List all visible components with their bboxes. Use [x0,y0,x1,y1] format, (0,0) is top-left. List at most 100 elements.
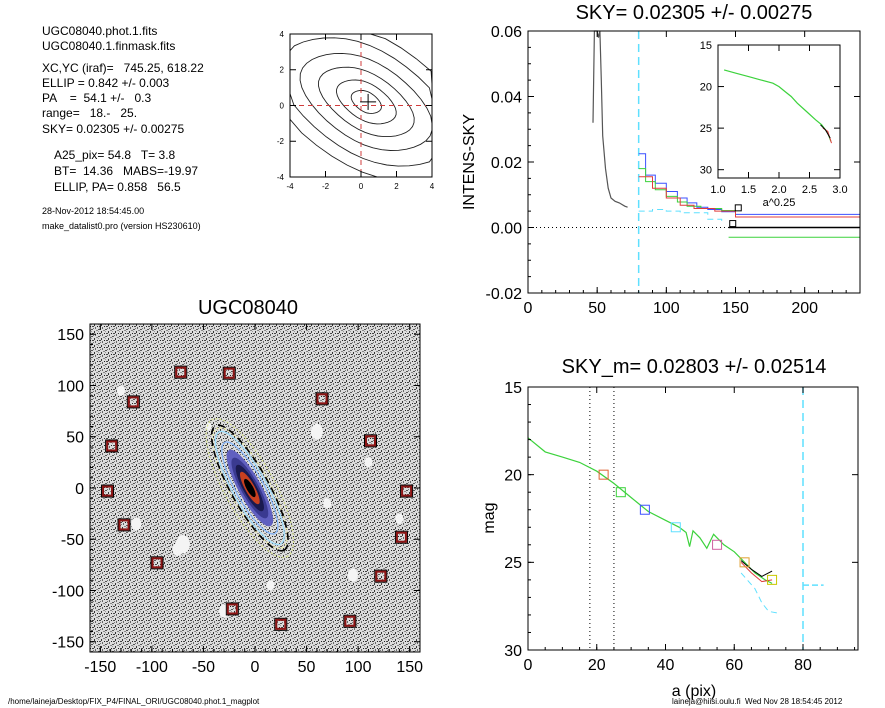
sky-box-outer [315,392,329,406]
sky-ytick-label: 0.04 [491,89,522,106]
mag-marker [767,574,778,585]
sky-box [175,366,187,378]
contour-level [299,52,433,151]
contour-xtick-label: 0 [359,182,364,191]
masked-object [347,568,358,582]
isophote [221,441,279,535]
sky-box [226,603,238,615]
sky-marker [734,204,742,212]
sky-box [401,485,413,497]
mag-xtick-label: 20 [588,657,606,674]
mag-frame [527,386,859,651]
sky-series-cyan [638,209,723,221]
image-ytick-label: 0 [75,481,84,498]
sky-xtick-label: 100 [653,300,680,317]
image-ytick-label: 50 [66,430,84,447]
sky-box-outer [105,439,119,453]
contour-xtick-label: -2 [322,182,330,191]
program-version: make_datalist0.pro (version HS230610) [42,221,201,231]
sky-title: SKY= 0.02305 +/- 0.00275 [576,2,813,24]
sky-box [151,557,163,569]
image-title: UGC08040 [198,297,298,319]
contour-xtick-label: -4 [286,182,294,191]
image-ytick-label: -100 [52,583,84,600]
mag-xtick-label: 0 [524,657,533,674]
sky-xtick-label: 150 [722,300,749,317]
image-field [90,324,420,652]
sky-box [223,367,235,379]
sky-box-outer [174,365,188,379]
user-and-date: laineja@hiisi.oulu.fi Wed Nov 28 18:54:4… [672,697,843,706]
masked-object [364,457,373,468]
image-ytick-label: -50 [61,532,84,549]
mag-ytick-label: 25 [504,555,522,572]
timestamp: 28-Nov-2012 18:54:45.00 [42,206,145,216]
sky-box [127,396,139,408]
contour-level [318,66,415,138]
masked-object [310,423,323,440]
inset-xtick-label: 2.5 [802,184,817,196]
sky-box [375,570,387,582]
sky-ytick-label: -0.02 [486,286,523,303]
contour-ytick-label: -2 [277,137,285,146]
masked-object [116,385,125,396]
mag-title: SKY_m= 0.02803 +/- 0.02514 [562,356,827,378]
image-xtick-label: -100 [136,659,168,676]
inset-ytick-label: 20 [700,82,712,94]
sky-box-outer [150,556,164,570]
sky-box [365,435,376,447]
inset-xtick-label: 1.5 [741,184,756,196]
fit-range: range= 18.- 25. [42,106,138,120]
mag-ytick-label: 15 [504,380,522,397]
mag-marker [670,522,681,533]
position-angle: PA = 54.1 +/- 0.3 [42,91,152,105]
sky-box [395,531,407,543]
file-path: /home/laineja/Desktop/FIX_P4/FINAL_ORI/U… [8,697,260,706]
contour-level [336,79,397,125]
inset-xtick-label: 3.0 [832,184,847,196]
image-ytick-label: 150 [57,327,84,344]
inset-background [718,45,840,178]
mag-marker [712,539,723,550]
contour-panel: -4 -2 0 2 4 -4 -2 0 2 4 [277,30,435,191]
sky-box-outer [394,530,408,544]
mag-xlabel: a (pix) [672,683,716,700]
image-xtick-label: -50 [192,659,215,676]
sky-box [275,618,287,630]
center-coordinates: XC,YC (iraf)= 745.25, 618.22 [42,61,204,75]
image-xtick-label: 100 [345,659,372,676]
masked-object [323,498,332,509]
mag-series-profile [527,437,773,584]
contour-xtick-label: 2 [394,182,399,191]
inset-ytick-label: 15 [700,40,712,52]
sky-box-outer [225,602,239,616]
isophote [211,427,288,549]
inset-ytick-label: 30 [700,165,712,177]
sky-box [106,440,118,452]
inset-ytick-label: 25 [700,123,712,135]
masked-object [395,513,404,524]
mag-marker [598,469,609,480]
mag-ytick-label: 30 [504,643,522,660]
masked-object [131,517,142,531]
file-name-mask: UGC08040.1.finmask.fits [42,39,176,53]
galaxy-image-panel: UGC08040 -150 -100 -50 0 50 100 150 -150 -100 -50 0… [52,297,423,676]
file-name-phot: UGC08040.phot.1.fits [42,24,158,38]
isophote [205,418,295,558]
sky-box-outer [222,366,236,380]
magnitude-panel: SKY_m= 0.02803 +/- 0.02514 a (pix) mag 0 20 4… [481,356,859,700]
sky-ytick-label: 0.02 [491,155,522,172]
mag-series-red [740,561,773,583]
image-xtick-label: 50 [298,659,316,676]
sky-box-outer [374,569,388,583]
sky-xtick-label: 0 [524,300,533,317]
contour-ytick-label: 2 [280,66,285,75]
outer-ellipse [210,424,289,552]
ellipticity: ELLIP = 0.842 +/- 0.003 [42,76,170,90]
sky-xtick-label: 50 [588,300,606,317]
sky-xtick-label: 200 [791,300,818,317]
contour-ytick-label: 4 [280,30,285,39]
mag-ylabel: mag [481,502,498,533]
a25-and-type: A25_pix= 54.8 T= 3.8 [54,148,176,162]
